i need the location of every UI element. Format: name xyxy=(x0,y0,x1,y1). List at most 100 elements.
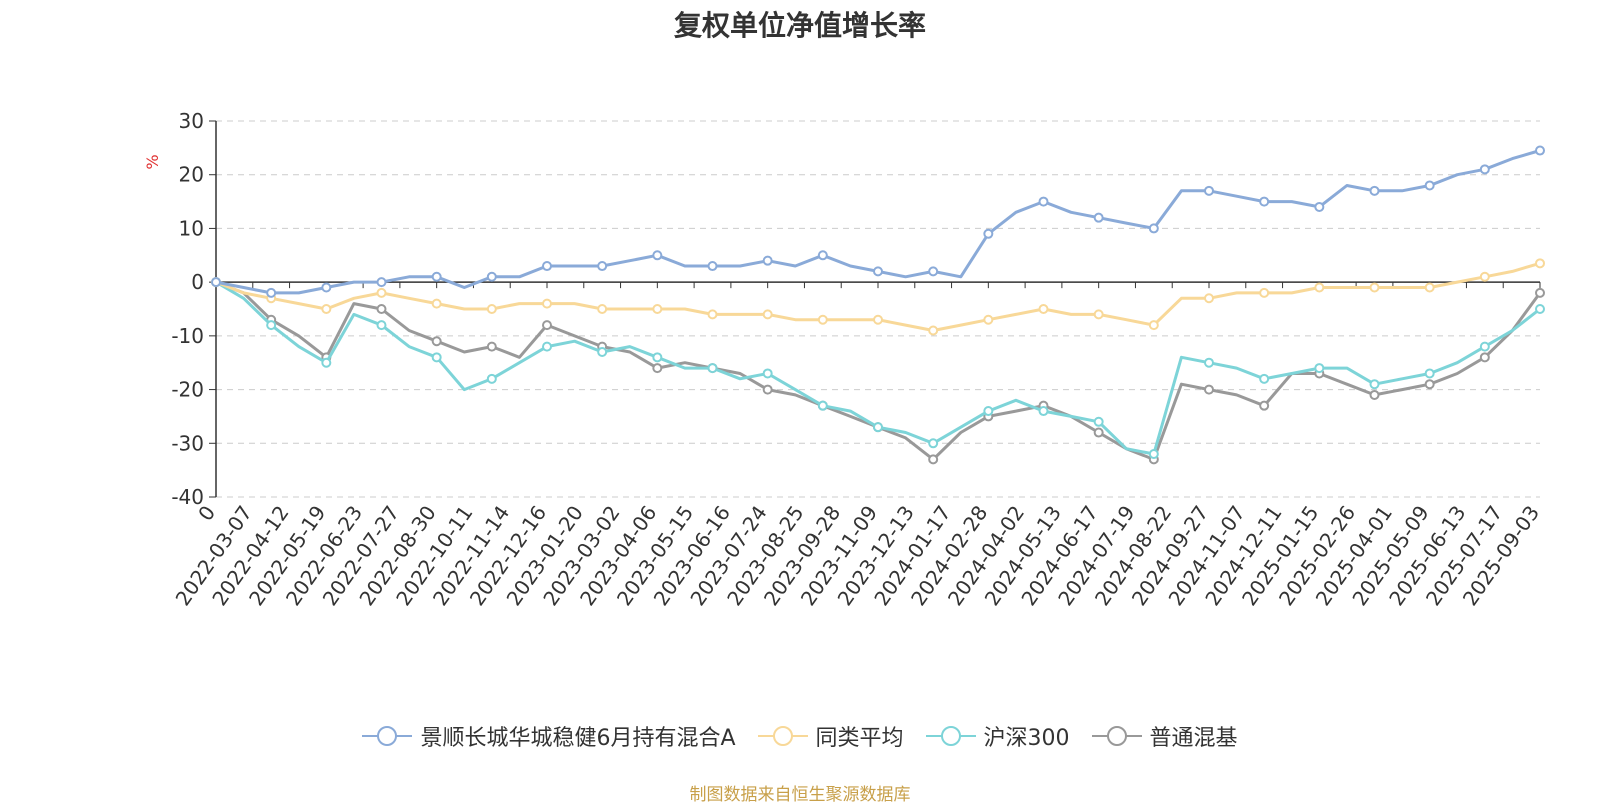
data-point xyxy=(1259,400,1270,411)
data-point xyxy=(1204,384,1214,395)
data-point xyxy=(1148,223,1159,234)
data-point xyxy=(762,368,773,379)
data-point xyxy=(1369,282,1380,293)
data-point xyxy=(707,261,718,272)
data-point xyxy=(542,298,552,309)
legend-item[interactable]: 沪深300 xyxy=(925,720,1070,752)
data-point xyxy=(1148,449,1159,460)
legend: 景顺长城华城稳健6月持有混合A 同类平均 沪深300 普通混基 xyxy=(0,720,1600,752)
data-point xyxy=(1038,406,1049,417)
series-line xyxy=(215,280,1542,461)
legend-item[interactable]: 普通混基 xyxy=(1091,720,1238,752)
data-point xyxy=(928,266,939,277)
legend-label: 普通混基 xyxy=(1149,726,1238,751)
y-tick-label: 0 xyxy=(191,270,204,294)
legend-label: 景顺长城华城稳健6月持有混合A xyxy=(420,726,736,751)
data-point xyxy=(542,261,552,272)
data-point xyxy=(1369,379,1380,390)
data-point xyxy=(707,309,718,320)
data-point xyxy=(1479,164,1490,175)
y-tick-label: -40 xyxy=(171,485,204,509)
data-point xyxy=(983,228,994,239)
data-point xyxy=(1038,304,1049,314)
data-point xyxy=(652,250,663,261)
data-point xyxy=(1093,427,1104,438)
data-point xyxy=(928,454,939,465)
data-point xyxy=(1204,185,1214,196)
data-point xyxy=(376,304,387,314)
data-point xyxy=(1535,304,1545,314)
data-point xyxy=(1535,287,1545,298)
data-point xyxy=(1479,352,1490,363)
data-point xyxy=(321,357,332,368)
data-point xyxy=(1424,368,1435,379)
y-tick-label: 30 xyxy=(179,109,204,133)
data-point xyxy=(376,320,387,331)
legend-label: 同类平均 xyxy=(815,726,904,751)
data-point xyxy=(597,261,608,272)
data-point xyxy=(1093,416,1104,427)
data-point xyxy=(431,336,442,347)
data-point xyxy=(1424,282,1435,293)
legend-label: 沪深300 xyxy=(983,726,1070,751)
y-tick-label: 10 xyxy=(179,216,204,240)
data-point xyxy=(1424,180,1435,191)
data-point xyxy=(266,320,277,331)
data-point xyxy=(817,400,828,411)
data-point xyxy=(1038,196,1049,207)
data-point xyxy=(652,352,663,363)
data-point xyxy=(1259,287,1270,298)
data-point xyxy=(1369,185,1380,196)
chart-title: 复权单位净值增长率 xyxy=(673,9,926,42)
data-point xyxy=(707,363,718,374)
data-point xyxy=(1314,201,1325,212)
data-point xyxy=(321,304,332,314)
data-point xyxy=(1314,282,1325,293)
data-point xyxy=(873,314,883,325)
data-point xyxy=(1535,258,1545,269)
line-chart: 3020100-10-20-30-40%02022-03-072022-04-1… xyxy=(143,109,1545,610)
data-point xyxy=(1204,357,1214,368)
legend-line-circle-icon xyxy=(362,726,413,746)
data-point xyxy=(762,309,773,320)
data-point xyxy=(266,287,277,298)
data-point xyxy=(983,406,994,417)
data-point xyxy=(1314,363,1325,374)
data-point xyxy=(486,373,497,384)
data-point xyxy=(1424,379,1435,390)
data-point xyxy=(1093,212,1104,223)
data-point xyxy=(431,352,442,363)
data-point xyxy=(873,422,883,433)
data-point xyxy=(762,384,773,395)
data-point xyxy=(431,298,442,309)
data-point xyxy=(762,255,773,266)
data-point xyxy=(1259,373,1270,384)
legend-line-circle-icon xyxy=(1091,726,1142,746)
y-tick-label: -10 xyxy=(171,324,204,348)
data-point xyxy=(652,363,663,374)
data-point xyxy=(376,277,387,288)
data-point xyxy=(597,346,608,357)
data-point xyxy=(1259,196,1270,207)
legend-line-circle-icon xyxy=(757,726,808,746)
legend-item[interactable]: 同类平均 xyxy=(757,720,904,752)
data-point xyxy=(1093,309,1104,320)
y-tick-label: -30 xyxy=(171,431,204,455)
data-point xyxy=(376,287,387,298)
data-point xyxy=(1479,271,1490,282)
data-point xyxy=(1148,320,1159,331)
data-point xyxy=(486,304,497,314)
data-point xyxy=(817,314,828,325)
x-tick-label: 0 xyxy=(193,501,220,525)
y-tick-label: -20 xyxy=(171,378,204,402)
y-tick-label: 20 xyxy=(179,163,204,187)
data-point xyxy=(597,304,608,314)
data-point xyxy=(1204,293,1214,304)
data-point xyxy=(1369,389,1380,400)
data-point xyxy=(542,341,552,352)
data-point xyxy=(983,314,994,325)
data-point xyxy=(928,438,939,449)
data-point xyxy=(1479,341,1490,352)
data-point xyxy=(873,266,883,277)
legend-item[interactable]: 景顺长城华城稳健6月持有混合A xyxy=(362,720,736,752)
